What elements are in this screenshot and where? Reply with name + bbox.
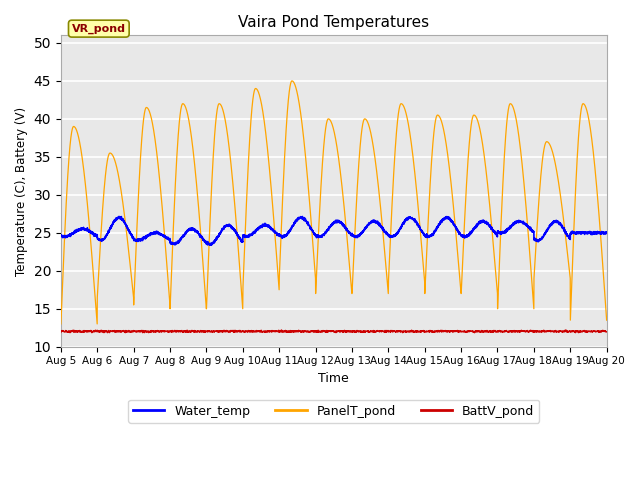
Water_temp xyxy=(156,231,163,237)
PanelT_pond xyxy=(426,186,434,192)
Water_temp xyxy=(487,227,495,232)
PanelT_pond xyxy=(288,78,296,84)
BattV_pond xyxy=(278,327,285,333)
BattV_pond xyxy=(314,328,321,334)
Water_temp xyxy=(426,233,434,239)
Title: Vaira Pond Temperatures: Vaira Pond Temperatures xyxy=(238,15,429,30)
Water_temp xyxy=(602,229,610,235)
PanelT_pond xyxy=(57,321,65,327)
BattV_pond xyxy=(603,329,611,335)
Line: BattV_pond: BattV_pond xyxy=(61,330,607,333)
Water_temp xyxy=(205,242,213,248)
PanelT_pond xyxy=(487,216,495,222)
Line: PanelT_pond: PanelT_pond xyxy=(61,81,607,324)
X-axis label: Time: Time xyxy=(318,372,349,385)
Line: Water_temp: Water_temp xyxy=(61,216,607,245)
BattV_pond xyxy=(426,328,434,334)
Water_temp xyxy=(456,231,464,237)
BattV_pond xyxy=(456,328,464,334)
Water_temp xyxy=(115,214,123,219)
Legend: Water_temp, PanelT_pond, BattV_pond: Water_temp, PanelT_pond, BattV_pond xyxy=(128,400,540,423)
BattV_pond xyxy=(487,329,495,335)
Water_temp xyxy=(603,230,611,236)
PanelT_pond xyxy=(602,308,610,314)
Text: VR_pond: VR_pond xyxy=(72,24,126,34)
PanelT_pond xyxy=(456,279,464,285)
PanelT_pond xyxy=(603,317,611,323)
Water_temp xyxy=(57,233,65,239)
BattV_pond xyxy=(100,330,108,336)
PanelT_pond xyxy=(314,253,321,259)
BattV_pond xyxy=(57,329,65,335)
BattV_pond xyxy=(156,329,163,335)
PanelT_pond xyxy=(155,170,163,176)
Y-axis label: Temperature (C), Battery (V): Temperature (C), Battery (V) xyxy=(15,107,28,276)
BattV_pond xyxy=(602,329,610,335)
Water_temp xyxy=(314,234,321,240)
